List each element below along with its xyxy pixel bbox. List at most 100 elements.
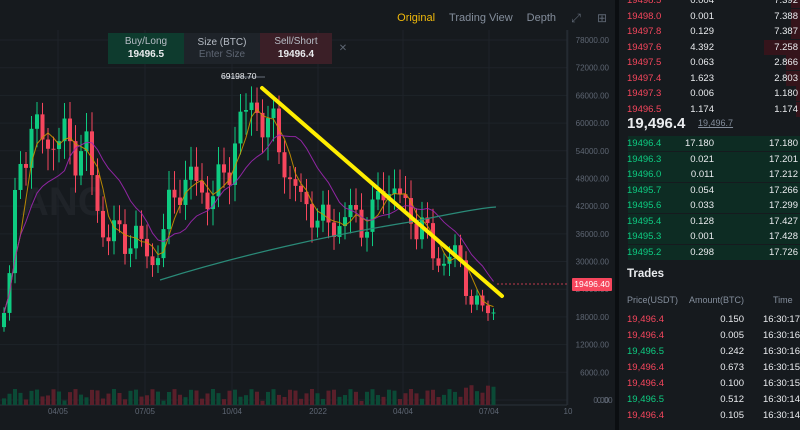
- volume-bar: [409, 389, 413, 405]
- x-tick-label: 07/04: [479, 407, 500, 416]
- volume-bar: [233, 389, 237, 405]
- trade-row: 19,496.4 0.673 16:30:15: [619, 360, 800, 375]
- bid-row[interactable]: 19495.7 0.054 17.266: [619, 182, 800, 198]
- size-input[interactable]: [190, 49, 254, 60]
- candle-body: [431, 223, 435, 259]
- candle-body: [73, 141, 78, 176]
- spread-row: 19,496.4 19,496.7: [619, 112, 800, 136]
- candle-body: [376, 191, 380, 200]
- tab-depth[interactable]: Depth: [526, 12, 556, 24]
- candle-body: [84, 131, 89, 152]
- candle-body: [337, 226, 342, 237]
- close-icon[interactable]: ✕: [338, 43, 348, 54]
- bid-depth-bar: [628, 136, 800, 151]
- candle-body: [425, 217, 430, 224]
- bid-total: 17.299: [768, 200, 798, 211]
- ask-row[interactable]: 19498.5 0.004 7.392: [619, 0, 800, 8]
- x-tick-label: 07/05: [135, 407, 156, 416]
- candle-body: [370, 199, 375, 232]
- panel-divider[interactable]: [615, 0, 619, 430]
- ask-depth-bar: [791, 24, 800, 39]
- ask-row[interactable]: 19497.3 0.006 1.180: [619, 86, 800, 101]
- trades-title: Trades: [627, 268, 665, 280]
- ask-price: 19496.5: [627, 103, 662, 115]
- buy-long-button[interactable]: Buy/Long 19496.5: [108, 33, 184, 64]
- bid-row[interactable]: 19496.0 0.011 17.212: [619, 167, 800, 182]
- trade-time: 16:30:15: [763, 378, 800, 389]
- bid-price: 19496.0: [627, 169, 662, 180]
- ask-row[interactable]: 19497.4 1.623 2.803: [619, 70, 800, 86]
- expand-icon[interactable]: ⤢: [571, 11, 581, 25]
- chart-view-tabs: Original Trading View Depth ⤢ ⊞: [390, 8, 615, 28]
- tab-trading-view[interactable]: Trading View: [449, 12, 513, 24]
- candle-body: [453, 245, 457, 257]
- y-tick-label: 18000.00: [576, 313, 610, 322]
- bid-row[interactable]: 19495.3 0.001 17.428: [619, 229, 800, 244]
- candle-body: [29, 128, 34, 168]
- volume-bar: [464, 387, 468, 405]
- candle-body: [233, 143, 237, 185]
- volume-bar: [469, 385, 474, 405]
- y-tick-label: 42000.00: [576, 202, 610, 211]
- candle-body: [442, 263, 446, 266]
- ask-row[interactable]: 19497.8 0.129 7.387: [619, 24, 800, 39]
- volume-bar: [29, 390, 34, 405]
- candle-body: [266, 118, 270, 138]
- bid-row[interactable]: 19496.3 0.021 17.201: [619, 151, 800, 167]
- candle-body: [68, 118, 72, 142]
- bid-row[interactable]: 19495.6 0.033 17.299: [619, 198, 800, 213]
- candle-body: [469, 295, 474, 305]
- bid-amount: 0.054: [690, 184, 714, 196]
- bid-row[interactable]: 19495.2 0.298 17.726: [619, 244, 800, 260]
- trade-amount: 0.005: [720, 330, 744, 341]
- bid-price: 19495.4: [627, 215, 662, 227]
- ask-price: 19497.5: [627, 57, 662, 68]
- candle-body: [288, 177, 292, 180]
- candle-body: [101, 210, 105, 238]
- chart-panel[interactable]: 78000.00 72000.00 66000.00 60000.00 54000.00…: [0, 0, 615, 430]
- trade-amount: 0.673: [720, 362, 744, 373]
- volume-bar: [156, 391, 160, 405]
- ask-amount: 0.063: [690, 57, 714, 68]
- candle-body: [40, 114, 45, 140]
- volume-bar: [178, 394, 182, 405]
- bid-row[interactable]: 19496.4 17.180 17.180: [619, 136, 800, 151]
- volume-bar: [18, 392, 23, 405]
- candle-body: [2, 312, 6, 328]
- trade-price: 19,496.5: [627, 394, 664, 405]
- bid-total: 17.201: [768, 153, 798, 165]
- volume-bar: [211, 389, 215, 405]
- trade-price: 19,496.4: [627, 410, 664, 421]
- volume-bar: [321, 398, 325, 405]
- ask-row[interactable]: 19497.5 0.063 2.866: [619, 55, 800, 70]
- grid-icon[interactable]: ⊞: [596, 11, 608, 25]
- volume-bar: [2, 398, 6, 405]
- ask-row[interactable]: 19498.0 0.001 7.388: [619, 8, 800, 24]
- candle-body: [205, 192, 210, 210]
- trade-time: 16:30:14: [763, 410, 800, 421]
- bid-price: 19496.4: [627, 138, 662, 149]
- mark-price[interactable]: 19,496.7: [698, 118, 734, 128]
- ask-total: 7.387: [774, 26, 798, 37]
- volume-bar: [376, 395, 380, 405]
- ask-row[interactable]: 19496.5 1.174 1.174: [619, 101, 800, 117]
- bid-row[interactable]: 19495.4 0.128 17.427: [619, 213, 800, 229]
- sell-short-button[interactable]: Sell/Short 19496.4: [260, 33, 332, 64]
- y-tick-label: 78000.00: [576, 36, 610, 45]
- candle-body: [271, 108, 276, 119]
- ask-row[interactable]: 19497.6 4.392 7.258: [619, 39, 800, 55]
- ask-total: 2.803: [774, 72, 798, 84]
- ma-slow-line: [159, 206, 497, 281]
- volume-bar: [480, 392, 485, 405]
- candle-body: [392, 188, 397, 195]
- trade-time: 16:30:17: [763, 314, 800, 325]
- bid-total: 17.427: [768, 215, 798, 227]
- trade-time: 16:30:16: [763, 346, 800, 357]
- candlestick-chart[interactable]: 78000.00 72000.00 66000.00 60000.00 54000.00…: [0, 0, 615, 430]
- candle-body: [145, 238, 149, 257]
- candle-body: [150, 256, 155, 266]
- tab-original[interactable]: Original: [397, 12, 436, 24]
- candle-body: [194, 166, 199, 181]
- ma-mid-line: [3, 134, 494, 314]
- volume-bar: [365, 391, 369, 405]
